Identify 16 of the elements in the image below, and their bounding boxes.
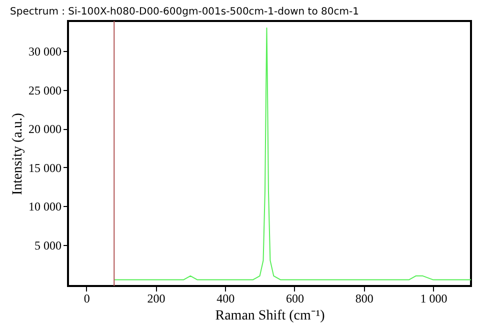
y-tick-label: 30 000	[28, 44, 62, 59]
x-tick-label: 1 000	[420, 292, 448, 306]
x-tick-label: 600	[286, 292, 304, 306]
y-tick-label: 10 000	[28, 200, 62, 214]
x-tick-label: 400	[216, 292, 235, 306]
y-tick-label: 15 000	[28, 160, 62, 175]
x-tick-label: 200	[147, 292, 166, 306]
x-axis-title: Raman Shift (cm⁻¹)	[215, 308, 326, 324]
x-tick-label: 0	[84, 292, 90, 306]
x-tick-label: 800	[355, 292, 374, 306]
y-tick-label: 5 000	[34, 238, 62, 252]
chart-title: Spectrum : Si-100X-h080-D00-600gm-001s-500cm-1-down to 80cm-1	[10, 6, 359, 18]
line-series	[114, 27, 472, 280]
y-axis-title: Intensity (a.u.)	[10, 112, 26, 196]
y-tick-label: 25 000	[28, 83, 62, 98]
y-tick-label: 20 000	[28, 122, 62, 136]
